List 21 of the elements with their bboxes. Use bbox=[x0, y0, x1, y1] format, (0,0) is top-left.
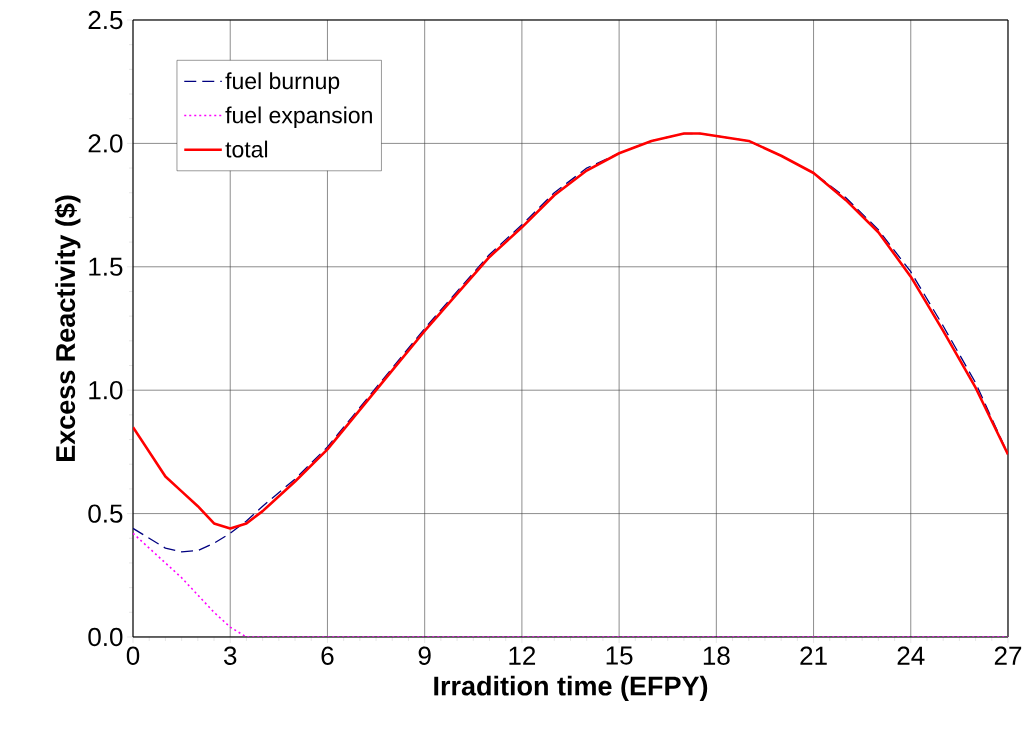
y-tick-label: 2.0 bbox=[88, 134, 123, 153]
legend-label: fuel expansion bbox=[225, 106, 372, 128]
x-tick-label: 18 bbox=[703, 646, 730, 665]
x-tick-label: 24 bbox=[897, 646, 925, 665]
y-tick-label: 0.0 bbox=[88, 627, 123, 647]
x-tick-label: 21 bbox=[800, 646, 827, 665]
y-tick-label: 2.5 bbox=[88, 10, 123, 30]
x-tick-label: 15 bbox=[606, 646, 633, 665]
x-tick-label: 3 bbox=[223, 646, 237, 665]
x-tick-label: 27 bbox=[994, 646, 1022, 665]
legend-label: total bbox=[225, 140, 268, 158]
y-axis-title: Excess Reactivity ($) bbox=[54, 195, 81, 462]
y-tick-label: 0.5 bbox=[88, 504, 123, 523]
x-tick-label: 9 bbox=[418, 646, 431, 665]
x-tick-label: 0 bbox=[126, 646, 140, 665]
x-tick-label: 6 bbox=[321, 646, 334, 665]
y-tick-label: 1.5 bbox=[89, 257, 123, 276]
legend-label: fuel burnup bbox=[225, 72, 340, 94]
y-tick-label: 1.0 bbox=[89, 380, 123, 400]
x-tick-label: 12 bbox=[509, 646, 536, 665]
x-axis-title: Irradition time (EFPY) bbox=[434, 675, 708, 701]
